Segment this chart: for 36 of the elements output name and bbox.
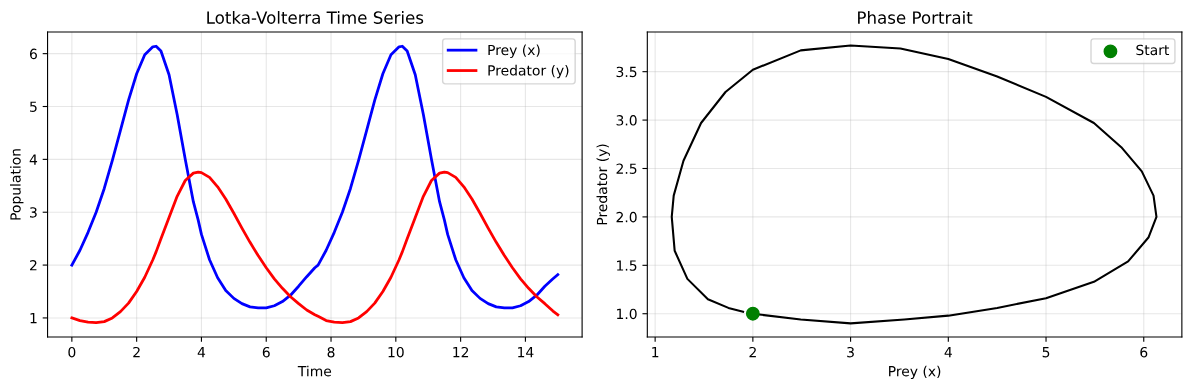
x-tick-label: 5 (1042, 347, 1050, 358)
legend-label: Predator (y) (488, 64, 569, 79)
x-tick-label: 14 (518, 347, 534, 358)
x-tick-label: 3 (847, 346, 854, 358)
y-tick-label: 1 (30, 313, 37, 324)
y-tick-label: 1.5 (617, 260, 637, 271)
y-tick-label: 3 (30, 207, 37, 218)
y-tick-label: 2.0 (616, 211, 637, 223)
x-tick-label: 2 (133, 346, 140, 358)
x-tick-label: 1 (652, 347, 659, 358)
y-axis-title: Population (10, 149, 24, 220)
chart-title: Phase Portrait (858, 10, 973, 24)
y-axis-title: Predator (y) (596, 144, 610, 225)
x-tick-label: 4 (944, 347, 952, 358)
x-tick-label: 6 (1140, 346, 1148, 358)
x-axis-title: Time (297, 365, 332, 377)
y-tick-label: 3.0 (616, 115, 637, 126)
y-tick-label: 1.0 (617, 308, 637, 320)
y-tick-label: 3.5 (616, 66, 637, 78)
line-series (70, 170, 560, 325)
x-tick-label: 6 (262, 346, 270, 358)
x-tick-label: 4 (197, 347, 206, 358)
x-tick-label: 0 (68, 346, 76, 358)
y-tick-label: 2 (30, 260, 37, 271)
x-axis-title: Prey (x) (889, 365, 941, 380)
legend-label: Prey (x) (488, 44, 540, 58)
x-tick-label: 2 (749, 346, 756, 358)
y-tick-label: 5 (30, 101, 37, 112)
y-tick-label: 6 (29, 48, 37, 60)
x-tick-label: 10 (388, 346, 404, 358)
x-tick-label: 8 (327, 346, 335, 358)
x-tick-label: 12 (453, 346, 469, 358)
y-tick-label: 4 (29, 154, 38, 165)
chart-title: Lotka-Volterra Time Series (207, 10, 424, 24)
legend-label: Start (1136, 44, 1170, 56)
y-tick-label: 2.5 (616, 163, 637, 174)
